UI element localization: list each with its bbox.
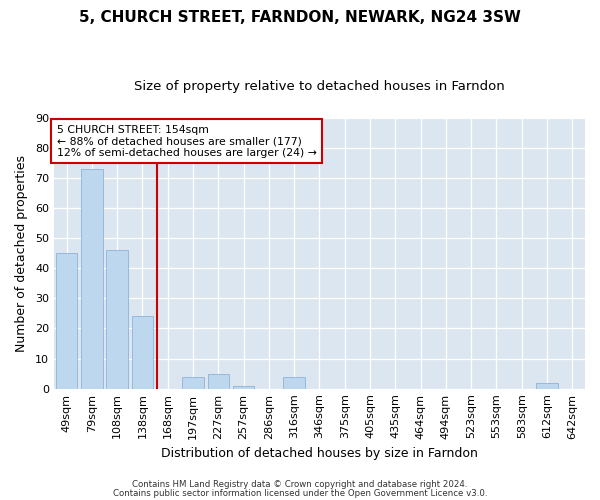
Y-axis label: Number of detached properties: Number of detached properties (15, 154, 28, 352)
Bar (131, 316, 153, 388)
Text: Contains HM Land Registry data © Crown copyright and database right 2024.: Contains HM Land Registry data © Crown c… (132, 480, 468, 489)
Bar (283, 376, 305, 388)
Bar (106, 250, 128, 388)
Bar (208, 374, 229, 388)
Title: Size of property relative to detached houses in Farndon: Size of property relative to detached ho… (134, 80, 505, 93)
Bar (56, 253, 77, 388)
Bar (536, 382, 558, 388)
Text: 5 CHURCH STREET: 154sqm
← 88% of detached houses are smaller (177)
12% of semi-d: 5 CHURCH STREET: 154sqm ← 88% of detache… (56, 124, 316, 158)
Bar (182, 376, 204, 388)
X-axis label: Distribution of detached houses by size in Farndon: Distribution of detached houses by size … (161, 447, 478, 460)
Bar (233, 386, 254, 388)
Bar (81, 169, 103, 388)
Text: 5, CHURCH STREET, FARNDON, NEWARK, NG24 3SW: 5, CHURCH STREET, FARNDON, NEWARK, NG24 … (79, 10, 521, 25)
Text: Contains public sector information licensed under the Open Government Licence v3: Contains public sector information licen… (113, 488, 487, 498)
